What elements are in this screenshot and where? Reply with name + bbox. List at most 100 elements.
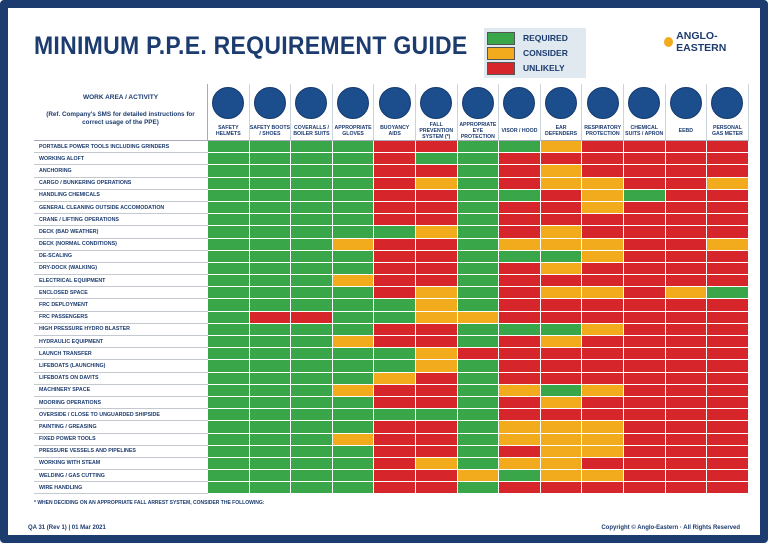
ppe-cell xyxy=(374,299,416,312)
ppe-cell xyxy=(623,287,666,300)
ppe-cell xyxy=(374,482,416,495)
ppe-cell xyxy=(623,433,666,446)
ppe-cell xyxy=(665,141,708,154)
ppe-cell xyxy=(208,323,250,336)
ppe-cell xyxy=(499,372,541,385)
ppe-cell xyxy=(415,189,458,202)
ppe-cell xyxy=(665,201,708,215)
ppe-cell xyxy=(499,360,541,373)
ppe-cell xyxy=(540,372,583,385)
ppe-icon xyxy=(711,87,744,119)
legend-swatch xyxy=(487,61,515,75)
ppe-cell xyxy=(582,287,624,300)
ppe-cell xyxy=(665,433,708,446)
ppe-cell xyxy=(707,360,749,373)
ppe-cell xyxy=(707,433,749,446)
ppe-cell xyxy=(208,396,250,410)
activity-label: HIGH PRESSURE HYDRO BLASTER xyxy=(34,323,208,336)
ppe-cell xyxy=(332,470,375,483)
ppe-cell xyxy=(415,287,458,300)
ppe-cell xyxy=(582,396,624,410)
ppe-cell xyxy=(457,409,500,422)
ppe-cell xyxy=(291,482,333,495)
ppe-cell xyxy=(499,275,541,288)
legend-swatch xyxy=(487,46,515,60)
ppe-cell xyxy=(582,360,624,373)
ppe-cell xyxy=(249,433,292,446)
ppe-cell xyxy=(665,445,708,458)
ppe-cell xyxy=(540,421,583,434)
ppe-cell xyxy=(415,323,458,336)
ppe-cell xyxy=(457,360,500,373)
activity-label: MACHINERY SPACE xyxy=(34,384,208,397)
legend-item: UNLIKELY xyxy=(487,61,583,75)
ppe-cell xyxy=(665,421,708,434)
column-header: PERSONAL GAS METER xyxy=(707,84,749,141)
ppe-cell xyxy=(707,141,749,154)
ppe-cell xyxy=(415,201,458,215)
legend-label: CONSIDER xyxy=(523,48,568,58)
column-header: FALL PREVENTION SYSTEM (*) xyxy=(415,84,458,141)
ppe-cell xyxy=(208,348,250,361)
ppe-cell xyxy=(499,238,541,251)
ppe-cell xyxy=(665,250,708,263)
ppe-cell xyxy=(582,336,624,349)
column-label: SAFETY BOOTS / SHOES xyxy=(249,124,291,137)
ppe-cell xyxy=(707,457,749,471)
activity-label: DECK (BAD WEATHER) xyxy=(34,226,208,239)
ppe-cell xyxy=(582,372,624,385)
ppe-cell xyxy=(540,433,583,446)
ppe-cell xyxy=(332,141,375,154)
ppe-cell xyxy=(374,287,416,300)
ppe-cell xyxy=(457,323,500,336)
ppe-cell xyxy=(707,482,749,495)
ppe-cell xyxy=(332,262,375,276)
ppe-cell xyxy=(332,165,375,178)
ppe-cell xyxy=(249,238,292,251)
ppe-cell xyxy=(499,433,541,446)
ppe-cell xyxy=(665,153,708,166)
ppe-cell xyxy=(415,372,458,385)
ppe-cell xyxy=(665,396,708,410)
ppe-cell xyxy=(457,457,500,471)
ppe-icon xyxy=(212,87,245,119)
ppe-cell xyxy=(540,214,583,227)
ppe-cell xyxy=(665,482,708,495)
ppe-cell xyxy=(499,445,541,458)
ppe-cell xyxy=(457,141,500,154)
ppe-cell xyxy=(707,226,749,239)
activity-label: ELECTRICAL EQUIPMENT xyxy=(34,275,208,288)
ppe-cell xyxy=(457,299,500,312)
ppe-cell xyxy=(374,409,416,422)
ppe-cell xyxy=(499,250,541,263)
ppe-icon xyxy=(586,87,619,119)
ppe-cell xyxy=(499,336,541,349)
ppe-cell xyxy=(457,348,500,361)
ppe-cell xyxy=(374,433,416,446)
ppe-cell xyxy=(499,323,541,336)
column-label: EAR DEFENDERS xyxy=(545,124,578,137)
ppe-cell xyxy=(332,396,375,410)
ppe-cell xyxy=(457,250,500,263)
ppe-cell xyxy=(332,372,375,385)
ppe-cell xyxy=(291,165,333,178)
ppe-cell xyxy=(249,445,292,458)
ppe-cell xyxy=(291,470,333,483)
ppe-cell xyxy=(374,311,416,324)
activity-label: MOORING OPERATIONS xyxy=(34,396,208,410)
ppe-cell xyxy=(374,384,416,397)
ppe-cell xyxy=(582,482,624,495)
ppe-cell xyxy=(540,384,583,397)
ppe-cell xyxy=(291,141,333,154)
ppe-cell xyxy=(540,189,583,202)
ppe-cell xyxy=(665,372,708,385)
ppe-cell xyxy=(208,433,250,446)
ppe-cell xyxy=(707,409,749,422)
column-label: BUOYANCY AIDS xyxy=(380,124,410,137)
ppe-icon xyxy=(253,87,286,119)
ppe-cell xyxy=(623,360,666,373)
ppe-cell xyxy=(291,153,333,166)
ppe-cell xyxy=(249,262,292,276)
ppe-cell xyxy=(540,177,583,190)
